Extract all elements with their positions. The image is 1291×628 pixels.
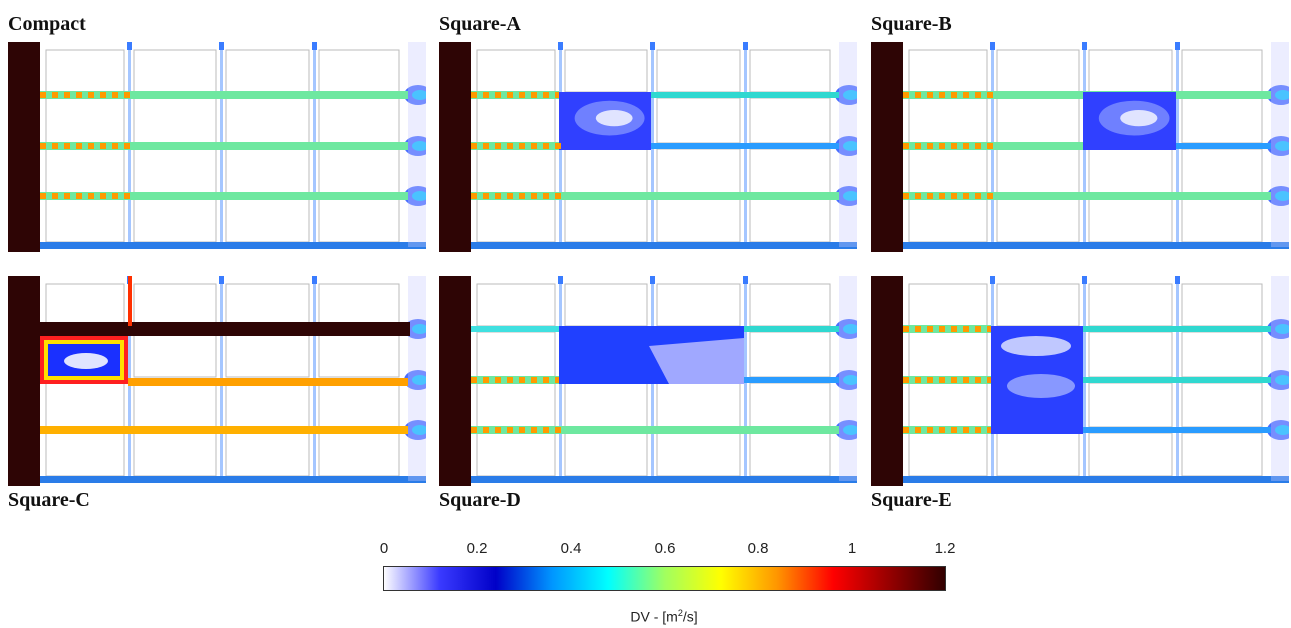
simulation-panel-square-e xyxy=(871,276,1289,486)
simulation-panel-square-b xyxy=(871,42,1289,252)
colorbar-tick: 0.2 xyxy=(466,540,488,557)
colorbar xyxy=(383,566,946,591)
simulation-panel-square-a xyxy=(439,42,857,252)
colorbar-tick: 0.8 xyxy=(747,540,769,557)
panel-label-square-c: Square-C xyxy=(8,489,90,511)
panel-label-square-b: Square-B xyxy=(871,13,952,35)
panel-label-compact: Compact xyxy=(8,13,86,35)
colorbar-tick: 0 xyxy=(379,540,389,557)
colorbar-title: DV - [m2/s] xyxy=(630,608,698,625)
colorbar-tick: 1.2 xyxy=(934,540,956,557)
panel-label-square-d: Square-D xyxy=(439,489,521,511)
simulation-panel-square-c xyxy=(8,276,426,486)
panel-label-square-e: Square-E xyxy=(871,489,952,511)
colorbar-tick: 0.4 xyxy=(560,540,582,557)
colorbar-tick: 1 xyxy=(847,540,857,557)
colorbar-tick: 0.6 xyxy=(654,540,676,557)
simulation-panel-square-d xyxy=(439,276,857,486)
panel-label-square-a: Square-A xyxy=(439,13,521,35)
simulation-panel-compact xyxy=(8,42,426,252)
